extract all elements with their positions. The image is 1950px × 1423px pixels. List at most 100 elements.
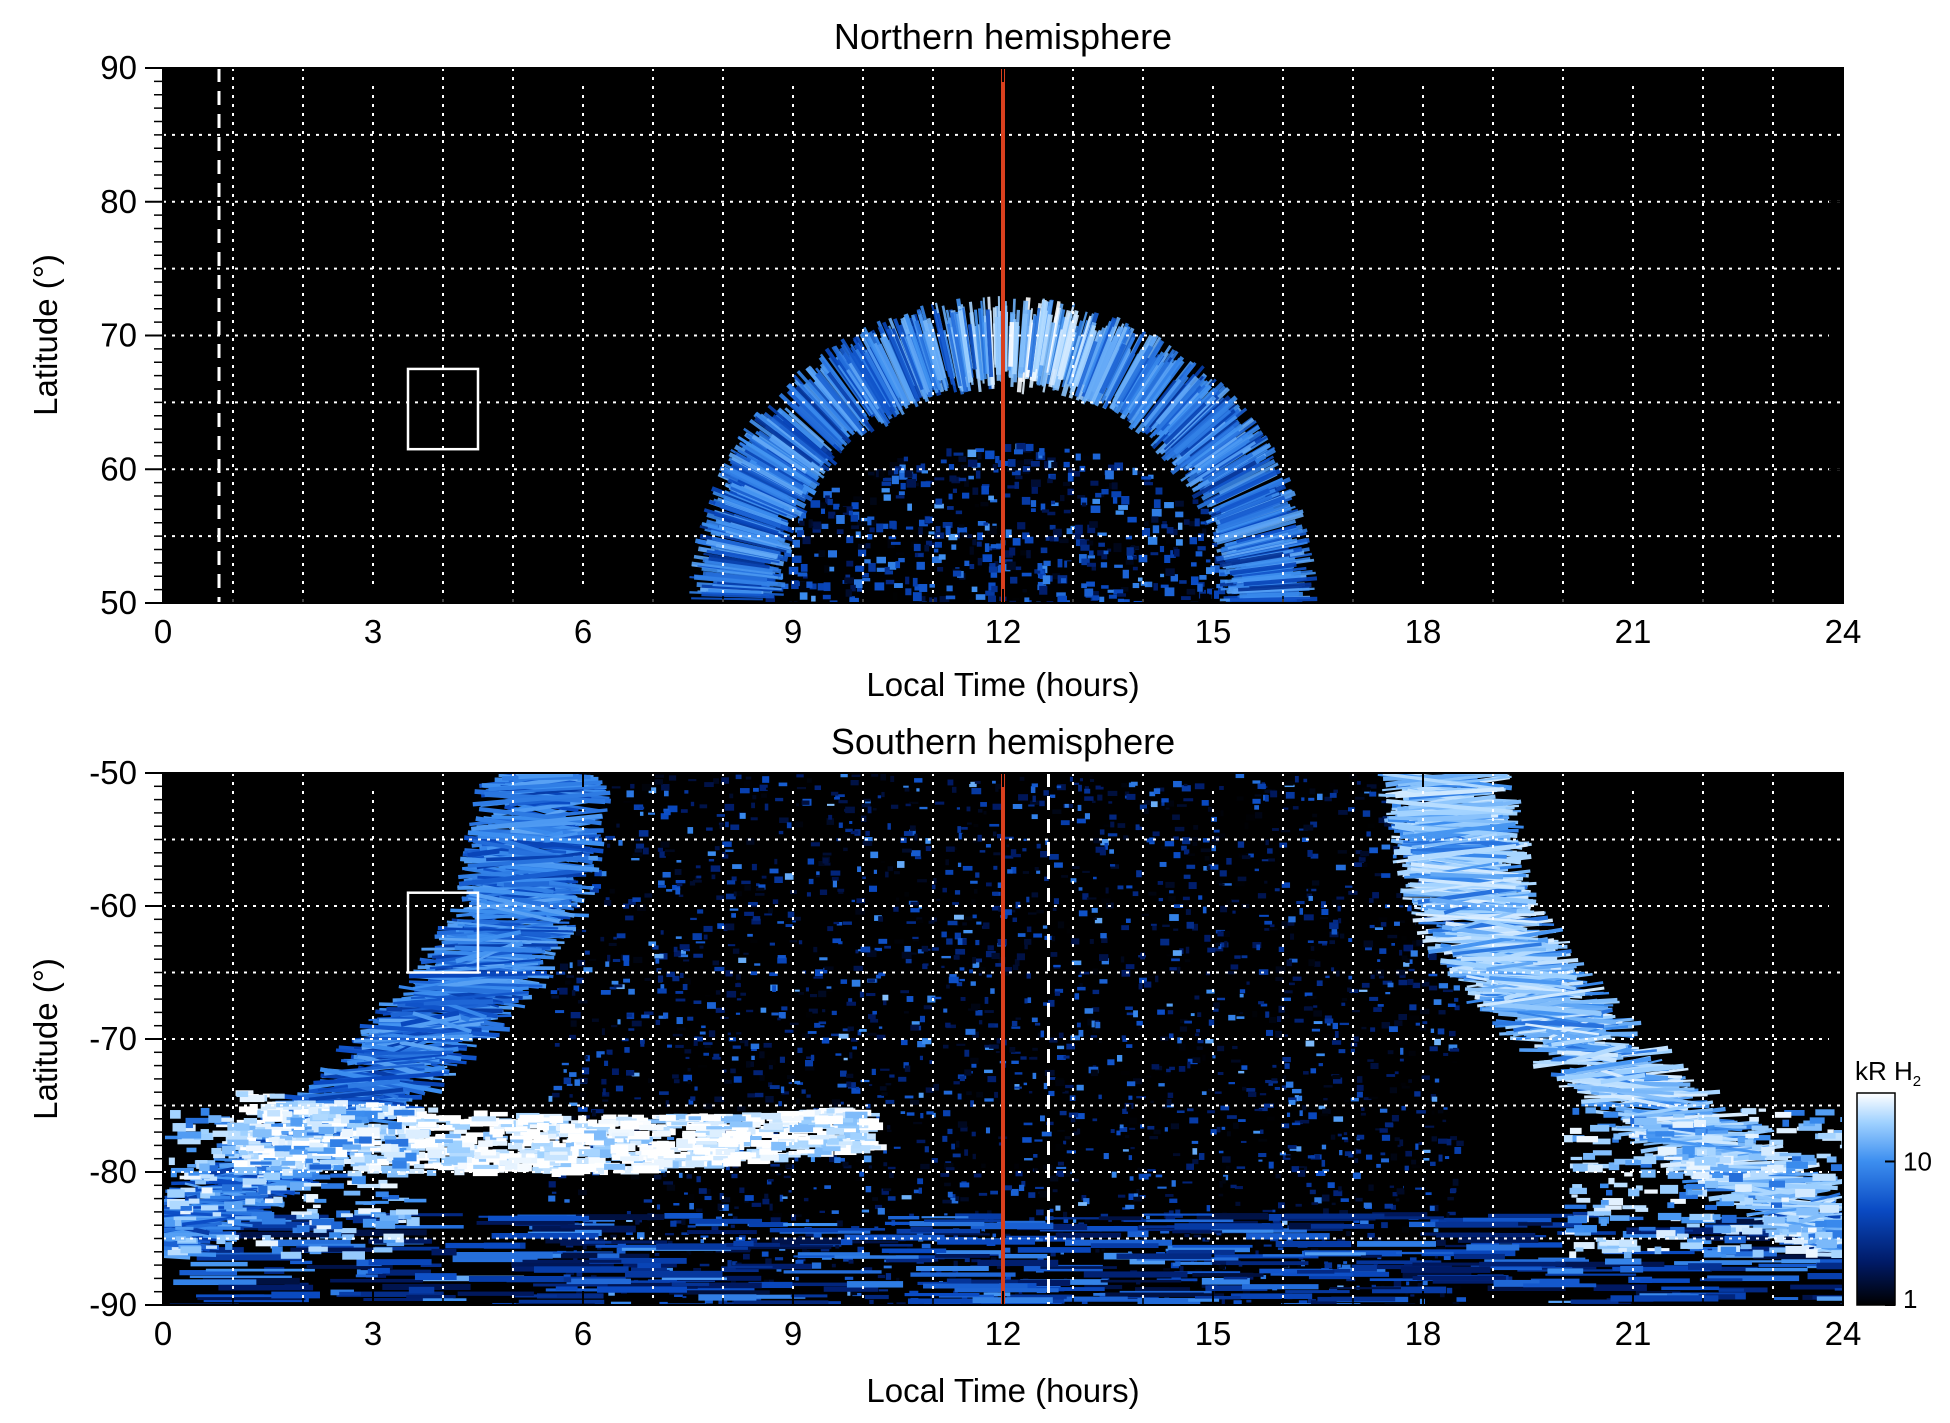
- south-cap-patch: [978, 1192, 988, 1196]
- south-cap-patch: [1349, 774, 1358, 779]
- south-cap-patch: [1310, 1248, 1319, 1252]
- north-emission-patch: [1170, 550, 1176, 558]
- south-cap-patch: [864, 837, 873, 842]
- south-cap-patch: [1356, 1084, 1364, 1091]
- south-cap-patch: [853, 965, 864, 971]
- south-cap-patch: [1212, 1002, 1220, 1008]
- south-cap-patch: [1300, 1119, 1310, 1124]
- south-cap-patch: [1307, 940, 1314, 943]
- south-cap-patch: [1205, 1039, 1214, 1044]
- south-cap-patch: [1241, 1065, 1248, 1070]
- south-cap-patch: [724, 1079, 732, 1084]
- south-cap-patch: [843, 1165, 852, 1169]
- south-cap-patch: [730, 1224, 735, 1228]
- north-emission-patch: [1024, 597, 1030, 603]
- south-cap-patch: [739, 1040, 745, 1044]
- south-cap-patch: [777, 1017, 781, 1021]
- north-emission-patch: [874, 582, 885, 591]
- north-emission-patch: [823, 582, 831, 592]
- south-cap-patch: [1407, 978, 1414, 986]
- south-cap-patch: [859, 991, 865, 998]
- south-cap-patch: [1403, 944, 1414, 952]
- south-cap-patch: [957, 862, 962, 867]
- south-cap-patch: [1405, 958, 1410, 963]
- south-cap-patch: [1032, 1047, 1038, 1051]
- north-emission-patch: [881, 481, 892, 486]
- south-polar-band: [452, 1255, 538, 1263]
- south-cap-patch: [1399, 920, 1405, 924]
- south-cap-patch: [758, 884, 766, 890]
- south-cap-patch: [1373, 1237, 1382, 1242]
- south-cap-patch: [1168, 1210, 1174, 1214]
- south-cap-patch: [1281, 1085, 1287, 1090]
- south-cap-patch: [664, 851, 671, 857]
- south-cap-patch: [1258, 1159, 1263, 1162]
- south-cap-patch: [966, 1091, 972, 1096]
- north-emission-patch: [1081, 558, 1090, 566]
- south-cap-patch: [673, 1220, 682, 1224]
- north-emission-patch: [1081, 583, 1087, 589]
- south-cap-patch: [1218, 1264, 1225, 1270]
- north-emission-patch: [855, 531, 861, 538]
- south-cap-patch: [679, 972, 684, 978]
- north-emission-patch: [881, 488, 890, 493]
- south-cap-patch: [903, 785, 909, 788]
- north-emission-patch: [1175, 511, 1184, 518]
- south-cap-patch: [616, 933, 626, 939]
- south-cap-patch: [700, 1239, 705, 1244]
- north-oval-stroke: [850, 346, 893, 416]
- south-cap-patch: [1015, 1017, 1021, 1020]
- south-cap-patch: [1394, 1020, 1403, 1026]
- south-cap-patch: [824, 1185, 831, 1189]
- south-polar-band: [1530, 1278, 1580, 1284]
- south-polar-band: [1066, 1296, 1128, 1301]
- north-emission-patch: [904, 470, 913, 478]
- south-cap-patch: [1354, 862, 1365, 867]
- south-cap-patch: [1378, 817, 1388, 824]
- south-cap-patch: [1327, 1182, 1335, 1189]
- south-cap-patch: [1166, 954, 1172, 957]
- south-cap-patch: [632, 823, 638, 830]
- south-cap-patch: [1396, 969, 1406, 976]
- north-oval-stroke: [1223, 540, 1298, 558]
- north-emission-patch: [1144, 478, 1151, 483]
- south-cap-patch: [721, 777, 729, 784]
- south-cap-patch: [1197, 1012, 1202, 1018]
- south-cap-patch: [1169, 1066, 1175, 1071]
- south-cap-patch: [735, 774, 742, 780]
- south-cap-patch: [1075, 1113, 1085, 1120]
- south-cap-patch: [1301, 837, 1309, 843]
- north-emission-patch: [870, 497, 877, 505]
- south-cap-patch: [1234, 1186, 1243, 1190]
- south-cap-patch: [1372, 952, 1380, 957]
- south-cap-patch: [552, 1092, 560, 1098]
- south-cap-patch: [630, 783, 635, 789]
- south-cap-patch: [1136, 1280, 1141, 1285]
- south-cap-patch: [840, 1101, 844, 1105]
- south-cap-patch: [1109, 864, 1116, 867]
- south-cap-patch: [704, 1195, 712, 1201]
- south-cap-patch: [808, 878, 814, 885]
- south-cap-patch: [769, 972, 778, 977]
- south-cap-patch: [893, 1146, 901, 1149]
- south-cap-patch: [1450, 1188, 1457, 1193]
- south-cap-patch: [1052, 907, 1057, 911]
- south-cap-patch: [1434, 1038, 1441, 1046]
- north-emission-patch: [955, 510, 963, 515]
- south-cap-patch: [847, 1026, 854, 1032]
- south-cap-patch: [727, 1032, 731, 1036]
- north-emission-patch: [899, 471, 908, 480]
- south-cap-patch: [732, 1045, 741, 1049]
- south-cap-patch: [796, 1098, 800, 1104]
- south-cap-patch: [641, 783, 652, 791]
- south-polar-band: [1130, 1228, 1212, 1232]
- south-cap-patch: [596, 1051, 605, 1058]
- south-cap-patch: [1196, 1029, 1201, 1033]
- south-cap-patch: [1444, 1156, 1450, 1160]
- north-oval-stroke: [744, 449, 804, 487]
- south-polar-band: [336, 1291, 444, 1297]
- north-emission-patch: [828, 511, 836, 519]
- south-cap-patch: [1192, 1159, 1199, 1165]
- south-cap-patch: [1238, 1070, 1245, 1074]
- south-cap-patch: [953, 841, 960, 845]
